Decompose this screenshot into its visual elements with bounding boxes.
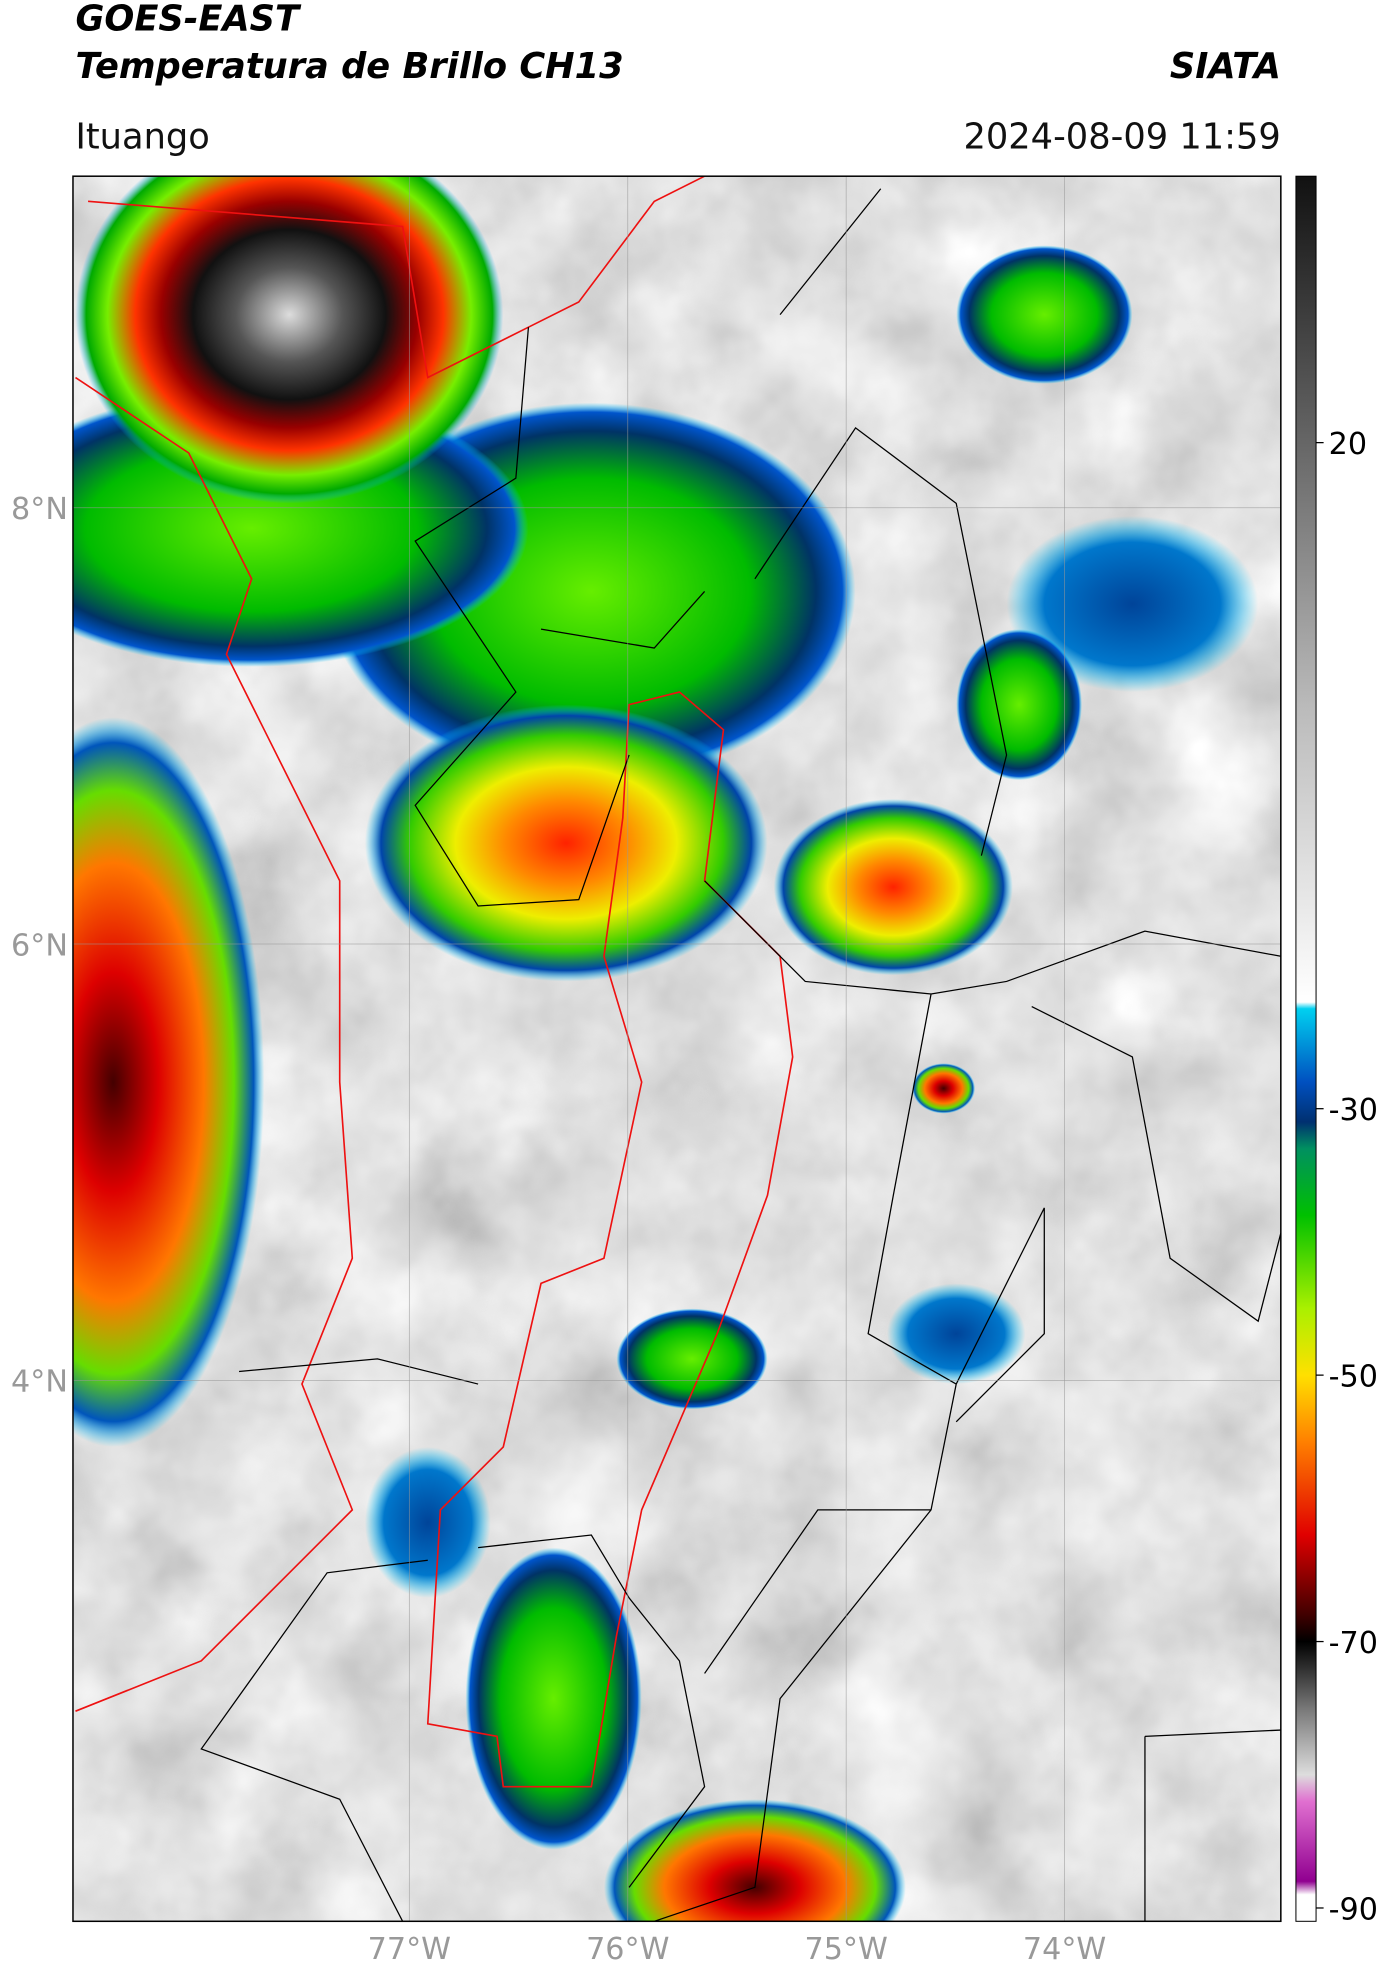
colorbar <box>1295 175 1317 1922</box>
lat-label: 6°N <box>11 928 68 963</box>
lat-label: 4°N <box>11 1365 68 1400</box>
lon-label: 75°W <box>804 1932 887 1967</box>
colorbar-tick-label: -90 <box>1329 1892 1378 1927</box>
lat-label: 8°N <box>11 492 68 527</box>
location: Ituango <box>75 117 209 158</box>
title: GOES-EAST <box>75 0 302 39</box>
lon-label: 74°W <box>1023 1932 1106 1967</box>
lon-label: 77°W <box>368 1932 451 1967</box>
colorbar-tick-label: -70 <box>1329 1626 1378 1661</box>
datetime: 2024-08-09 11:59 <box>963 117 1280 158</box>
lon-label: 76°W <box>586 1932 669 1967</box>
satellite-image <box>72 176 1281 1922</box>
source: SIATA <box>1170 46 1281 87</box>
colorbar-tick-label: 20 <box>1329 427 1367 462</box>
colorbar-tick-label: -50 <box>1329 1359 1378 1394</box>
map-frame <box>72 175 1282 1923</box>
colorbar-tick-label: -30 <box>1329 1093 1378 1128</box>
subtitle: Temperatura de Brillo CH13 <box>75 46 623 87</box>
